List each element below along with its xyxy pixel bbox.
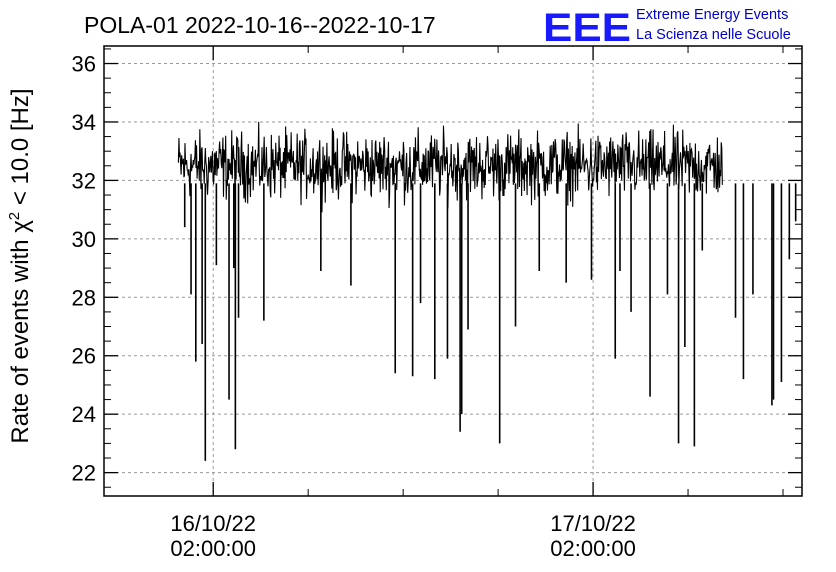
x-tick-label-time: 02:00:00 [550, 536, 636, 561]
y-tick-label: 24 [72, 402, 96, 427]
logo-line1: Extreme Energy Events [636, 7, 788, 23]
y-tick-label: 36 [72, 52, 96, 77]
plot-frame [103, 45, 803, 497]
grid-lines [104, 46, 802, 496]
x-tick-label-date: 17/10/22 [550, 511, 636, 536]
y-tick-label: 32 [72, 168, 96, 193]
eee-logo: EEE Extreme Energy Events La Scienza nel… [543, 6, 791, 50]
tick-labels: 222426283032343616/10/2202:00:0017/10/22… [72, 52, 636, 561]
y-tick-label: 22 [72, 461, 96, 486]
y-axis-label: Rate of events with χ2 < 10.0 [Hz] [6, 88, 34, 443]
chart-title: POLA-01 2022-10-16--2022-10-17 [84, 12, 436, 38]
logo-letters: EEE [543, 6, 631, 50]
y-tick-label: 30 [72, 227, 96, 252]
x-tick-label-date: 16/10/22 [170, 511, 256, 536]
series-layer [177, 121, 797, 461]
x-tick-label-time: 02:00:00 [170, 536, 256, 561]
logo-line2: La Scienza nelle Scuole [636, 27, 791, 43]
axes [103, 45, 803, 497]
y-tick-label: 26 [72, 344, 96, 369]
y-tick-label: 28 [72, 285, 96, 310]
series-line [177, 121, 723, 213]
y-tick-label: 34 [72, 110, 96, 135]
